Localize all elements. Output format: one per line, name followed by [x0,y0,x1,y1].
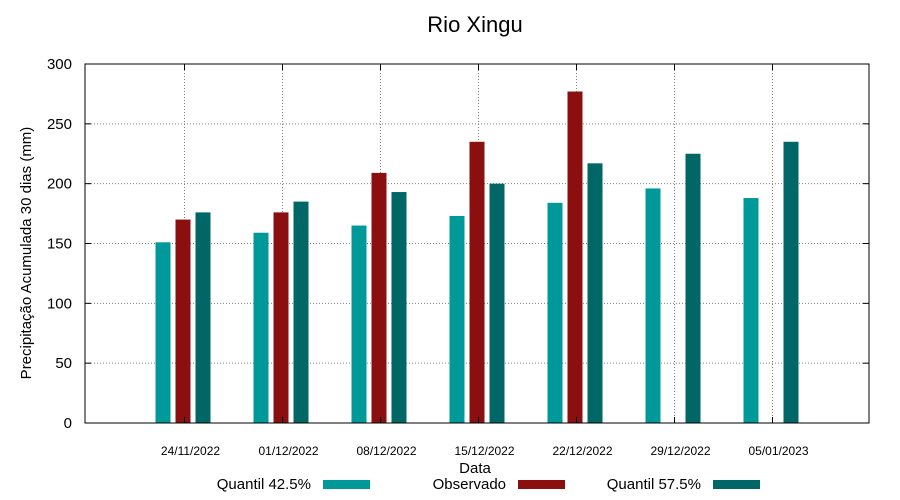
bar-quantil-57-5- [391,192,407,423]
bar-layer [155,91,799,424]
bar-quantil-42-5- [645,188,661,423]
x-tick-label: 05/01/2023 [748,444,808,458]
bar-quantil-42-5- [449,215,465,423]
y-tick-label: 0 [64,415,72,432]
x-tick-label: 01/12/2022 [258,444,318,458]
legend-label: Quantil 42.5% [217,476,311,493]
bar-observado [567,91,583,424]
y-tick-label: 200 [47,176,72,193]
legend-label: Observado [433,476,506,493]
x-tick-label: 15/12/2022 [454,444,514,458]
bar-quantil-57-5- [293,201,309,423]
x-tick-label: 24/11/2022 [161,444,220,458]
tick-layer: 0 50 100 150 200 250 300 24/11/2022 01/12/2022 08… [47,56,869,458]
bar-observado [175,219,191,423]
chart-title: Rio Xingu [427,12,522,37]
legend-swatch [518,480,565,489]
x-tick-label: 22/12/2022 [552,444,612,458]
y-tick-label: 150 [47,236,72,253]
y-tick-label: 100 [47,295,72,312]
legend-swatch [323,480,370,489]
bar-quantil-42-5- [743,198,759,423]
bar-quantil-57-5- [195,212,211,423]
legend-label: Quantil 57.5% [607,476,701,493]
y-tick-label: 300 [47,56,72,73]
bar-quantil-42-5- [253,232,269,423]
y-tick-label: 50 [55,355,72,372]
y-axis-label: Precipitação Acumulada 30 dias (mm) [18,127,35,380]
bar-quantil-42-5- [155,242,171,423]
x-axis-label: Data [459,460,491,477]
bar-quantil-57-5- [587,163,603,423]
bar-quantil-57-5- [685,153,701,423]
bar-quantil-42-5- [547,202,563,423]
x-tick-label: 29/12/2022 [650,444,710,458]
bar-observado [469,141,485,424]
legend: Quantil 42.5% Observado Quantil 57.5% [217,476,760,493]
bar-observado [273,212,289,423]
bar-quantil-42-5- [351,225,367,423]
x-tick-label: 08/12/2022 [356,444,416,458]
bar-observado [371,172,387,423]
legend-swatch [713,480,760,489]
y-tick-label: 250 [47,116,72,133]
bar-quantil-57-5- [489,183,505,423]
bar-quantil-57-5- [783,141,799,424]
